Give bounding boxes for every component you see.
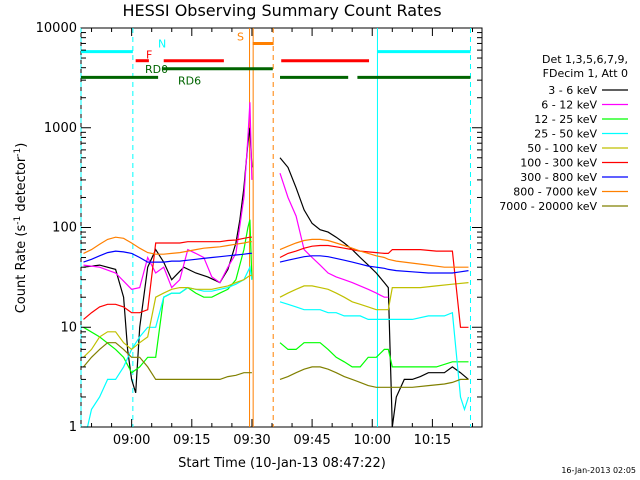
y-axis-label: Count Rate (s-1 detector-1) (13, 143, 29, 314)
flag-label-n: N (158, 38, 166, 51)
y-tick-label-100: 100 (52, 221, 77, 236)
flag-bars: NF S RD0 RD6 (81, 30, 471, 87)
x-axis-label: Start Time (10-Jan-13 08:47:22) (178, 456, 386, 471)
series-line-5-1 (279, 244, 469, 328)
series-line-0-1 (279, 157, 469, 428)
series-line-4-0 (83, 274, 252, 358)
series-line-8-1 (279, 366, 469, 388)
series-group (83, 102, 470, 428)
x-tick-label-570: 09:30 (233, 433, 270, 448)
series-line-1-0 (83, 102, 253, 290)
legend-label-7: 800 - 7000 keV (513, 186, 597, 199)
legend-header-line1: Det 1,3,5,6,7,9, (542, 53, 628, 66)
legend-label-6: 300 - 800 keV (520, 171, 597, 184)
x-tick-label-600: 10:00 (354, 433, 391, 448)
x-tick-label-585: 09:45 (293, 433, 330, 448)
legend: Det 1,3,5,6,7,9, FDecim 1, Att 0 3 - 6 k… (499, 53, 628, 213)
series-line-0-0 (83, 127, 253, 393)
x-axis-ticks: 09:00 09:15 09:30 09:45 10:00 10:15 (91, 28, 473, 448)
legend-label-5: 100 - 300 keV (520, 157, 597, 170)
x-tick-label-555: 09:15 (173, 433, 210, 448)
series-line-3-1 (279, 301, 470, 412)
series-line-7-1 (279, 238, 469, 268)
series-line-4-1 (279, 282, 469, 311)
y-tick-label-10000: 10000 (36, 21, 77, 36)
series-line-2-1 (279, 342, 469, 368)
flag-label-rd6: RD6 (178, 74, 201, 87)
flag-label-f: F (146, 49, 152, 62)
flag-label-rd0: RD0 (145, 63, 168, 76)
chart-title: HESSI Observing Summary Count Rates (122, 1, 441, 20)
y-axis-ticks: 1 10 100 1000 10000 (36, 21, 482, 435)
legend-label-3: 25 - 50 keV (534, 128, 597, 141)
y-tick-label-1000: 1000 (44, 121, 77, 136)
flag-label-s: S (237, 30, 244, 43)
series-line-6-1 (279, 255, 469, 274)
legend-label-2: 12 - 25 keV (534, 113, 597, 126)
x-tick-label-540: 09:00 (113, 433, 150, 448)
legend-label-0: 3 - 6 keV (548, 84, 597, 97)
legend-label-4: 50 - 100 keV (527, 142, 597, 155)
legend-label-8: 7000 - 20000 keV (499, 200, 597, 213)
series-line-5-0 (83, 236, 252, 320)
y-tick-label-1: 1 (69, 420, 77, 435)
footer-timestamp: 16-Jan-2013 02:05 (561, 466, 636, 475)
series-line-1-1 (279, 173, 389, 298)
x-tick-label-615: 10:15 (414, 433, 451, 448)
series-line-3-0 (83, 265, 253, 428)
series-line-6-0 (83, 250, 252, 263)
time-markers (80, 28, 471, 427)
legend-header-line2: FDecim 1, Att 0 (543, 67, 628, 80)
series-line-7-0 (83, 236, 252, 255)
y-tick-label-10: 10 (60, 320, 77, 335)
legend-label-1: 6 - 12 keV (541, 99, 597, 112)
series-line-8-0 (83, 342, 252, 380)
